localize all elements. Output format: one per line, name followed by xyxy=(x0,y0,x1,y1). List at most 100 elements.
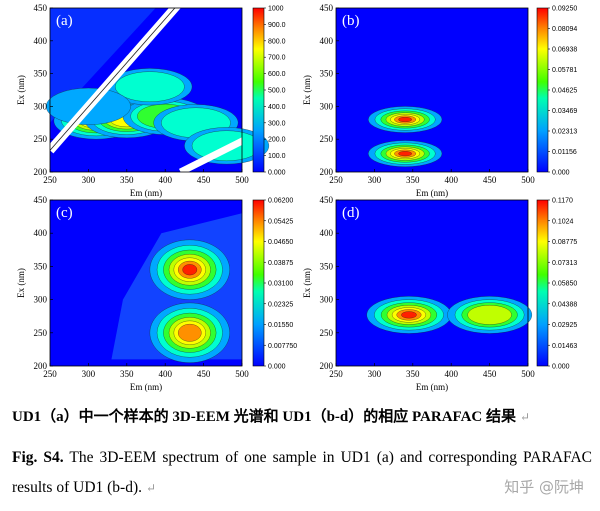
colorbar-tick-label: 100.0 xyxy=(268,153,286,160)
watermark: 知乎 @阮坤 xyxy=(504,478,584,496)
y-tick-label: 200 xyxy=(34,361,48,371)
colorbar-tick-label: 1000 xyxy=(268,6,284,13)
panel-label: (b) xyxy=(342,13,360,29)
plot-frame xyxy=(335,7,529,173)
scatter-edge xyxy=(50,8,176,151)
colorbar-scale xyxy=(252,199,265,367)
colorbar-tick-label: 0.03875 xyxy=(268,260,293,267)
colorbar-tick-label: 0.1170 xyxy=(552,198,573,205)
peak-1 xyxy=(366,296,452,334)
y-tick-label: 350 xyxy=(320,69,334,79)
x-tick-label: 400 xyxy=(158,369,172,379)
x-tick-label: 400 xyxy=(444,369,458,379)
colorbar-tick-label: 0.04625 xyxy=(552,88,577,95)
x-tick-label: 350 xyxy=(406,175,420,185)
plot-frame xyxy=(49,7,243,173)
x-tick-label: 250 xyxy=(43,369,57,379)
x-tick-label: 400 xyxy=(158,175,172,185)
y-tick-label: 250 xyxy=(34,134,48,144)
colorbar-tick-label: 900.0 xyxy=(268,22,286,29)
x-tick-label: 500 xyxy=(235,175,249,185)
contour-level xyxy=(401,311,417,319)
colorbar-tick-label: 300.0 xyxy=(268,120,286,127)
x-tick-label: 250 xyxy=(329,369,343,379)
colorbar-scale xyxy=(536,199,549,367)
peak-4 xyxy=(107,68,193,106)
x-tick-label: 250 xyxy=(329,175,343,185)
panel-label: (a) xyxy=(56,13,73,29)
colorbar-tick-label: 0.07313 xyxy=(552,260,577,267)
y-tick-label: 450 xyxy=(34,3,48,13)
return-mark-2: ↵ xyxy=(146,481,157,495)
y-tick-label: 300 xyxy=(320,295,334,305)
x-axis-label: Em (nm) xyxy=(416,382,448,392)
x-tick-label: 350 xyxy=(406,369,420,379)
caption-figure-label: Fig. S4. xyxy=(12,449,64,466)
colorbar-tick-label: 600.0 xyxy=(268,71,286,78)
y-tick-label: 450 xyxy=(320,3,334,13)
x-tick-label: 500 xyxy=(235,369,249,379)
x-tick-label: 450 xyxy=(483,175,497,185)
y-tick-label: 400 xyxy=(34,36,48,46)
peak-2 xyxy=(368,140,443,168)
colorbar: 0.000 0.01463 0.02925 0.04388 0.05850 0.07313… xyxy=(536,198,577,371)
contour-level xyxy=(398,116,413,123)
colorbar-tick-label: 0.06200 xyxy=(268,198,293,205)
panel-label: (d) xyxy=(342,205,360,221)
colorbar-tick-label: 0.000 xyxy=(268,170,286,177)
peak-1 xyxy=(368,106,443,133)
colorbar-tick-label: 0.08094 xyxy=(552,26,577,33)
y-axis-label: Ex (nm) xyxy=(302,268,312,298)
colorbar-tick-label: 400.0 xyxy=(268,104,286,111)
x-tick-label: 300 xyxy=(82,369,96,379)
y-axis-label: Ex (nm) xyxy=(16,75,26,105)
panel-label: (c) xyxy=(56,205,73,221)
colorbar-tick-label: 0.03100 xyxy=(268,281,293,288)
x-tick-label: 450 xyxy=(197,369,211,379)
rayleigh-scatter xyxy=(50,8,242,172)
plot-frame xyxy=(49,199,243,367)
y-tick-label: 450 xyxy=(320,195,334,205)
x-tick-label: 300 xyxy=(368,369,382,379)
colorbar-tick-label: 0.05781 xyxy=(552,67,577,74)
y-tick-label: 200 xyxy=(34,167,48,177)
colorbar-tick-label: 0.01156 xyxy=(552,149,577,156)
x-tick-label: 350 xyxy=(120,369,134,379)
colorbar-tick-label: 0.007750 xyxy=(268,343,297,350)
y-tick-label: 200 xyxy=(320,361,334,371)
y-tick-label: 400 xyxy=(320,228,334,238)
contour-level xyxy=(398,151,413,157)
x-tick-label: 400 xyxy=(444,175,458,185)
colorbar-tick-label: 0.02313 xyxy=(552,129,577,136)
y-tick-label: 350 xyxy=(34,261,48,271)
y-tick-label: 350 xyxy=(34,69,48,79)
peak-2 xyxy=(149,302,230,363)
colorbar-tick-label: 0.01550 xyxy=(268,322,293,329)
colorbar-tick-label: 200.0 xyxy=(268,137,286,144)
colorbar: 0.000 100.0 200.0 300.0 400.0 500.0 600.0 700.0… xyxy=(252,6,286,177)
y-tick-label: 250 xyxy=(320,134,334,144)
contour-level xyxy=(114,71,185,103)
colorbar-tick-label: 0.02325 xyxy=(268,301,293,308)
colorbar-tick-label: 0.05425 xyxy=(268,218,293,225)
y-tick-label: 400 xyxy=(34,228,48,238)
colorbar-tick-label: 700.0 xyxy=(268,55,286,62)
colorbar-scale xyxy=(252,7,265,173)
y-tick-label: 400 xyxy=(320,36,334,46)
colorbar-tick-label: 0.000 xyxy=(552,170,570,177)
y-tick-label: 250 xyxy=(320,328,334,338)
colorbar-tick-label: 0.02925 xyxy=(552,322,577,329)
y-tick-label: 300 xyxy=(320,101,334,111)
plot-background xyxy=(336,200,528,366)
colorbar-tick-label: 0.09250 xyxy=(552,6,577,13)
x-tick-label: 250 xyxy=(43,175,57,185)
y-tick-label: 200 xyxy=(320,167,334,177)
y-tick-label: 350 xyxy=(320,261,334,271)
y-tick-label: 300 xyxy=(34,295,48,305)
colorbar-tick-label: 0.08775 xyxy=(552,239,577,246)
caption-chinese: UD1（a）中一个样本的 3D-EEM 光谱和 UD1（b-d）的相应 PARA… xyxy=(12,409,531,425)
